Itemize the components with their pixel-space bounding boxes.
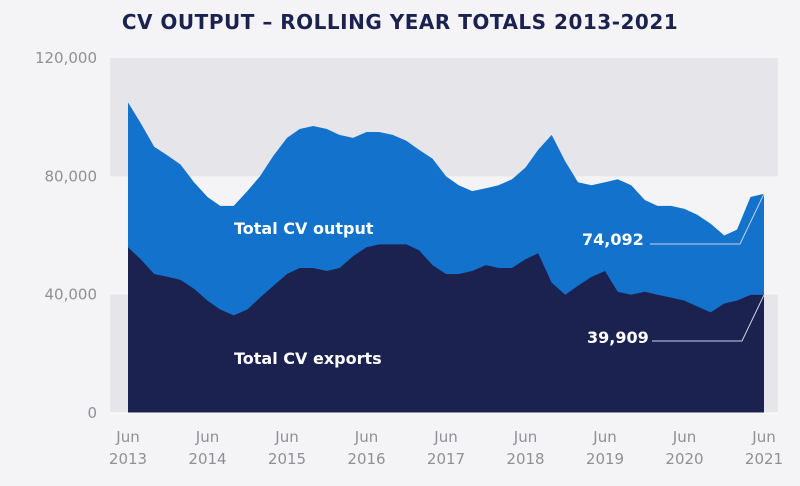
- y-tick-label: 40,000: [45, 286, 98, 304]
- annotation-exports-value: 39,909: [587, 328, 649, 347]
- x-tick-month: Jun: [274, 428, 298, 446]
- x-tick-year: 2020: [665, 450, 703, 468]
- series-label-output: Total CV output: [234, 219, 374, 238]
- x-tick-month: Jun: [115, 428, 139, 446]
- chart-title: CV OUTPUT – ROLLING YEAR TOTALS 2013-202…: [121, 10, 679, 34]
- x-tick-year: 2018: [506, 450, 544, 468]
- x-tick-month: Jun: [195, 428, 219, 446]
- x-tick-month: Jun: [354, 428, 378, 446]
- x-tick-month: Jun: [513, 428, 537, 446]
- series-area-1: [128, 244, 764, 413]
- x-tick-year: 2016: [347, 450, 385, 468]
- annotation-leader-exports: [652, 294, 765, 342]
- x-tick-month: Jun: [592, 428, 616, 446]
- x-tick-year: 2017: [427, 450, 465, 468]
- series-label-exports: Total CV exports: [234, 349, 382, 368]
- annotation-leader-output: [650, 193, 765, 245]
- y-tick-label: 80,000: [45, 167, 98, 185]
- band-120k-80k: [110, 58, 778, 177]
- x-tick-year: 2015: [268, 450, 306, 468]
- x-tick-year: 2014: [188, 450, 226, 468]
- y-tick-label: 0: [87, 404, 97, 422]
- x-tick-year: 2013: [109, 450, 147, 468]
- x-tick-year: 2021: [745, 450, 783, 468]
- x-tick-month: Jun: [751, 428, 775, 446]
- y-tick-label: 120,000: [35, 49, 97, 67]
- x-tick-year: 2019: [586, 450, 624, 468]
- x-tick-month: Jun: [433, 428, 457, 446]
- annotation-output-value: 74,092: [582, 230, 644, 249]
- x-tick-month: Jun: [672, 428, 696, 446]
